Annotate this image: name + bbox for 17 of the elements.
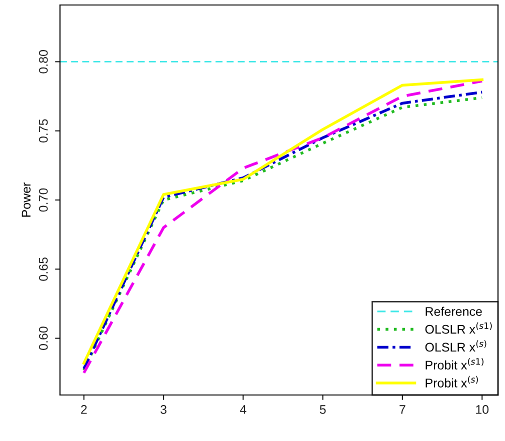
- y-tick-label: 0.70: [38, 188, 48, 212]
- x-tick-label: 2: [81, 405, 87, 414]
- y-tick-label: 0.80: [38, 50, 48, 74]
- legend-label: Reference: [426, 306, 482, 316]
- x-tick-label: 3: [160, 405, 166, 414]
- legend-label: OLSLR x$^{(s)}$: [425, 340, 486, 352]
- x-tick-label: 7: [400, 405, 406, 414]
- y-tick-label: 0.60: [38, 326, 48, 350]
- legend-label: Probit x$^{(s)}$: [426, 376, 478, 388]
- x-tick-label: 4: [240, 405, 246, 414]
- y-tick-label: 0.75: [38, 119, 48, 143]
- y-axis-title: Power: [22, 182, 31, 217]
- legend-label: OLSLR x$^{(s1)}$: [425, 322, 492, 334]
- x-tick-label: 5: [320, 405, 326, 414]
- y-tick-label: 0.65: [38, 258, 48, 281]
- legend-label: Probit x$^{(s1)}$: [426, 358, 484, 370]
- x-tick-label: 10: [476, 405, 489, 414]
